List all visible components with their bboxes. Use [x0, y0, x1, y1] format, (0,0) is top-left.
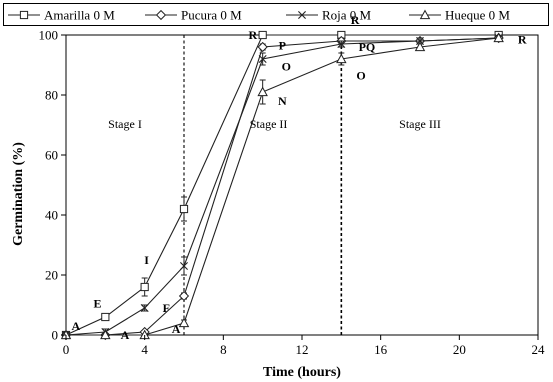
point-hueque-0-m-5 — [336, 53, 347, 64]
stage-dividers — [183, 35, 343, 335]
annotation-1: E — [93, 297, 101, 311]
point-amarilla-0-m-1 — [101, 312, 110, 322]
legend-marker-hueque-0-m — [419, 9, 431, 20]
point-roja-0-m-3 — [180, 262, 188, 270]
legend-label-pucura-0-m: Pucura 0 M — [181, 8, 242, 23]
y-tick-label-0: 0 — [52, 328, 59, 343]
y-tick-label-60: 60 — [45, 148, 58, 163]
point-hueque-0-m-6 — [414, 41, 426, 52]
annotation-9: N — [278, 94, 287, 108]
series-line-roja-0-m — [65, 37, 499, 336]
series-hueque-0-m — [60, 32, 504, 340]
legend-marker-amarilla-0-m — [19, 10, 29, 20]
series-roja-0-m — [62, 34, 503, 339]
point-roja-0-m-6 — [416, 37, 424, 45]
point-roja-0-m-5 — [337, 40, 346, 48]
annotation-4: F — [163, 301, 170, 315]
annotation-10: R — [351, 13, 360, 27]
point-hueque-0-m-4 — [257, 86, 268, 97]
point-pucura-0-m-4 — [257, 41, 268, 53]
series-pucura-0-m — [60, 32, 504, 341]
x-tick-label-12: 12 — [296, 342, 309, 357]
x-tick-label-16: 16 — [374, 342, 388, 357]
x-tick-label-24: 24 — [532, 342, 546, 357]
axis-ticks: 0 4 8 12 16 20 24 0 20 40 60 80 100 — [39, 28, 546, 358]
annotation-0: A — [71, 319, 80, 333]
y-tick-label-100: 100 — [39, 28, 59, 43]
annotation-13: R — [518, 33, 527, 47]
annotation-5: A — [172, 322, 181, 336]
annotation-6: R — [248, 28, 257, 42]
annotation-11: PQ — [359, 40, 376, 54]
point-hueque-0-m-1 — [100, 329, 111, 340]
legend-marker-pucura-0-m — [155, 9, 167, 21]
series-amarilla-0-m — [61, 30, 503, 340]
y-tick-label-40: 40 — [45, 208, 58, 223]
annotation-8: O — [282, 60, 291, 74]
legend-label-amarilla-0-m: Amarilla 0 M — [44, 8, 115, 23]
annotation-12: O — [356, 69, 365, 83]
x-tick-label-8: 8 — [220, 342, 227, 357]
point-roja-0-m-4 — [258, 55, 267, 63]
plot-frame — [65, 34, 539, 336]
point-roja-0-m-2 — [140, 304, 149, 312]
stage-label-3: Stage III — [399, 117, 441, 131]
y-axis-title: Germination (%) — [11, 142, 26, 246]
y-tick-label-80: 80 — [45, 88, 58, 103]
x-axis-title: Time (hours) — [263, 365, 341, 380]
legend-box — [3, 3, 549, 26]
x-tick-label-4: 4 — [141, 342, 148, 357]
legend-label-roja-0-m: Roja 0 M — [322, 8, 372, 23]
legend-marker-roja-0-m-stroke-b — [298, 11, 306, 19]
annotation-3: I — [144, 253, 149, 267]
stage-label-1: Stage I — [108, 117, 142, 131]
legend-label-hueque-0-m: Hueque 0 M — [445, 8, 510, 23]
legend-marker-roja-0-m — [298, 11, 306, 19]
series-line-amarilla-0-m — [65, 34, 499, 336]
y-tick-label-20: 20 — [45, 268, 58, 283]
series-layer — [60, 30, 504, 341]
point-roja-0-m-5-stroke-b — [337, 40, 346, 48]
series-line-hueque-0-m — [66, 37, 499, 336]
stage-label-2: Stage II — [250, 117, 288, 131]
point-roja-0-m-6-stroke-b — [416, 37, 424, 45]
point-roja-0-m-4-stroke-b — [258, 55, 267, 63]
series-line-pucura-0-m — [66, 37, 499, 336]
point-amarilla-0-m-4 — [258, 30, 267, 40]
plot-border — [65, 34, 539, 336]
point-pucura-0-m-3 — [178, 290, 190, 302]
x-tick-label-20: 20 — [453, 342, 466, 357]
annotation-2: A — [121, 328, 130, 342]
legend: Amarilla 0 M Pucura 0 M Roja 0 M Hueque 0 M — [3, 3, 549, 26]
point-hueque-0-m-3 — [178, 317, 190, 328]
point-amarilla-0-m-3 — [179, 204, 189, 214]
point-amarilla-0-m-2 — [140, 282, 149, 292]
point-roja-0-m-2-stroke-b — [140, 304, 149, 312]
x-tick-label-0: 0 — [63, 342, 70, 357]
point-hueque-0-m-7 — [493, 32, 504, 43]
annotation-7: P — [279, 39, 286, 53]
point-roja-0-m-3-stroke-b — [180, 262, 188, 270]
